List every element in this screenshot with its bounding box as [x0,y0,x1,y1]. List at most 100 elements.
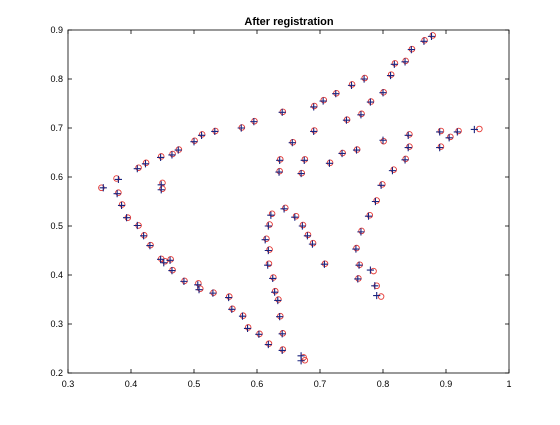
y-tick-label: 0.5 [50,221,63,231]
axis-ticks [67,29,510,374]
circle-marker [115,189,122,196]
plus-marker [338,149,346,158]
x-tick-label: 0.4 [125,379,138,389]
circle-marker [304,231,312,239]
plus-marker [146,242,154,250]
circle-marker [366,211,374,219]
circle-marker [373,197,380,204]
circle-marker [244,324,252,331]
circle-marker [402,57,409,65]
circle-marker [402,155,409,163]
circle-marker [118,201,126,208]
circle-marker [226,293,233,300]
plus-marker [113,190,121,198]
plus-marker [436,128,444,136]
plus-marker [427,32,436,40]
x-tick-label: 0.7 [314,379,327,389]
plus-marker [297,169,305,178]
plus-marker [195,286,203,294]
circle-marker [266,221,273,228]
plus-marker [364,212,373,220]
plus-marker [303,232,311,240]
plus-marker [352,146,361,154]
plus-marker [228,305,236,313]
y-tick-label: 0.8 [50,74,63,84]
y-tick-label: 0.7 [50,123,63,133]
plus-marker [366,266,374,274]
plus-marker [298,222,306,230]
plus-marker [190,138,198,146]
x-tick-label: 0.6 [251,379,264,389]
circle-marker [391,60,399,67]
plus-marker [261,236,269,244]
circle-marker [272,287,279,295]
plus-marker [297,357,305,365]
plus-marker [354,275,362,283]
circle-marker [429,32,437,39]
plus-marker [371,197,380,206]
plot-area [67,29,510,374]
plus-marker [140,232,148,240]
plus-marker [379,89,387,97]
circle-marker [279,346,287,353]
circle-marker [421,37,428,44]
plus-marker [404,144,412,152]
data-markers [98,32,483,365]
circle-marker [299,221,307,229]
plus-marker [278,108,286,116]
circle-marker [353,244,360,252]
plus-marker [373,291,381,300]
plus-marker [319,97,327,105]
circle-marker [135,164,142,171]
plus-marker [271,288,279,296]
plus-marker [255,330,263,338]
plus-marker [168,151,176,159]
x-tick-label: 1 [506,379,511,389]
plus-marker [114,175,122,184]
circle-marker [167,256,174,263]
circle-marker [263,235,270,242]
circle-marker [277,156,284,163]
plus-marker [194,281,202,289]
y-tick-label: 0.3 [50,319,63,329]
circle-marker [157,153,165,160]
plus-marker [157,153,165,161]
plus-marker [404,131,412,139]
plus-marker [310,127,318,136]
circle-marker [159,179,166,187]
plus-marker [264,246,272,255]
plus-marker [291,213,299,221]
circle-marker [406,143,413,150]
chart-title: After registration [244,16,334,28]
axis-tick-labels: 0.3 0.4 0.5 0.6 0.7 0.8 0.9 10.20.30.40.50.60.7… [50,25,511,389]
circle-marker [311,127,318,134]
circle-marker [198,131,206,138]
circle-marker [191,137,198,144]
circle-marker [169,150,176,158]
plus-marker [243,324,252,333]
plus-marker [264,222,272,230]
plus-marker [308,240,317,248]
circle-marker [358,110,365,118]
circle-marker [266,246,273,253]
plus-marker [157,181,165,189]
circle-marker [301,156,309,163]
plus-marker [453,128,461,136]
plus-marker [357,228,365,236]
plus-marker [275,168,283,176]
circle-marker [447,133,454,141]
circle-marker [142,159,150,167]
circle-marker [358,227,365,235]
plus-marker [278,346,286,355]
plus-marker [332,90,340,98]
circle-marker [320,96,328,104]
circle-marker [380,137,387,145]
plus-marker [445,134,453,142]
circle-marker [406,131,413,138]
circle-marker [361,74,368,82]
plus-marker [310,103,318,111]
plus-marker [379,136,387,144]
plus-marker [209,289,217,297]
circle-marker [113,175,120,182]
